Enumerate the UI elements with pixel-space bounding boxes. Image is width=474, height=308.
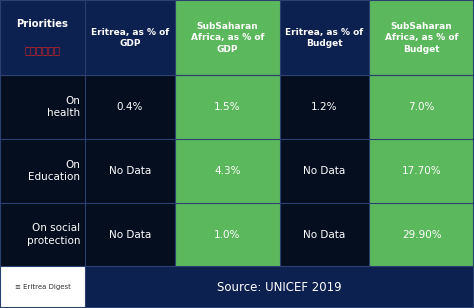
Bar [0, 139, 85, 203]
Bar [85, 203, 175, 266]
Bar [0, 0, 85, 75]
Text: No Data: No Data [109, 166, 151, 176]
Bar [369, 139, 474, 203]
Text: No Data: No Data [303, 229, 346, 240]
Bar [369, 75, 474, 139]
Bar [280, 0, 369, 75]
Text: On
Education: On Education [28, 160, 80, 182]
Text: Priorities: Priorities [17, 19, 68, 29]
Text: ≡ Eritrea Digest: ≡ Eritrea Digest [15, 284, 71, 290]
Bar [85, 0, 175, 75]
Text: On
health: On health [47, 96, 80, 119]
Text: 7.0%: 7.0% [409, 102, 435, 112]
Bar [175, 139, 280, 203]
Text: No Data: No Data [109, 229, 151, 240]
Text: 1.2%: 1.2% [311, 102, 338, 112]
Text: No Data: No Data [303, 166, 346, 176]
Text: 29.90%: 29.90% [402, 229, 442, 240]
Bar [0, 203, 85, 266]
Text: SubSaharan
Africa, as % of
GDP: SubSaharan Africa, as % of GDP [191, 22, 264, 54]
Bar [0, 266, 85, 308]
Text: Eritrea, as % of
Budget: Eritrea, as % of Budget [285, 27, 364, 48]
Text: 1.0%: 1.0% [214, 229, 240, 240]
Bar [280, 139, 369, 203]
Text: 0.4%: 0.4% [117, 102, 143, 112]
Bar [0, 75, 85, 139]
Bar [369, 203, 474, 266]
Text: Eritrea, as % of
GDP: Eritrea, as % of GDP [91, 27, 169, 48]
Text: 1.5%: 1.5% [214, 102, 240, 112]
Bar [175, 0, 280, 75]
Text: 17.70%: 17.70% [402, 166, 442, 176]
Text: SubSaharan
Africa, as % of
Budget: SubSaharan Africa, as % of Budget [385, 22, 458, 54]
Bar [175, 203, 280, 266]
Bar [280, 75, 369, 139]
Text: ቀዳምነታት: ቀዳምነታት [25, 45, 61, 55]
Text: Source: UNICEF 2019: Source: UNICEF 2019 [217, 281, 342, 294]
Bar [369, 0, 474, 75]
Bar [280, 203, 369, 266]
Text: 4.3%: 4.3% [214, 166, 240, 176]
Bar [85, 139, 175, 203]
Bar [175, 75, 280, 139]
Bar [85, 75, 175, 139]
Bar [0, 266, 474, 308]
Text: On social
protection: On social protection [27, 223, 80, 246]
